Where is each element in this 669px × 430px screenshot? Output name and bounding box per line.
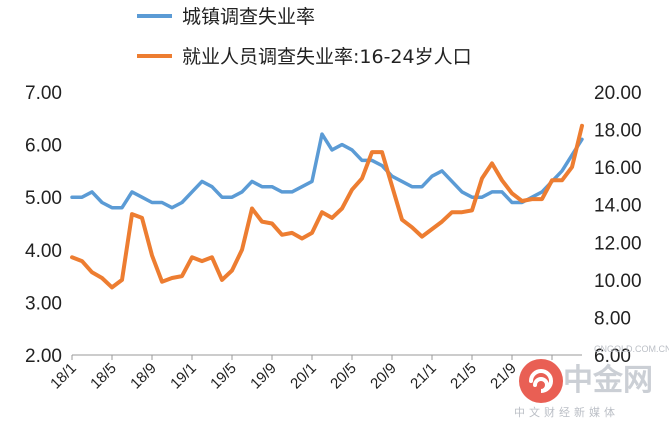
legend-label-youth: 就业人员调查失业率:16-24岁人口 <box>182 46 472 68</box>
x-tick-label: 19/5 <box>207 360 240 393</box>
left-y-tick-label: 3.00 <box>25 293 62 314</box>
legend: 城镇调查失业率 就业人员调查失业率:16-24岁人口 <box>137 6 472 68</box>
watermark-logo-icon <box>519 359 563 403</box>
x-tick-label: 19/1 <box>167 360 200 393</box>
right-y-tick-label: 12.00 <box>594 233 642 254</box>
x-tick-label: 19/9 <box>247 360 280 393</box>
x-tick-label: 20/5 <box>327 360 360 393</box>
right-y-axis: 6.00 8.00 10.00 12.00 14.00 16.00 18.00 20.00 <box>594 83 642 367</box>
legend-label-urban: 城镇调查失业率 <box>182 6 315 28</box>
right-y-tick-label: 18.00 <box>594 121 642 142</box>
watermark-domain: CNGOLD.COM.CN <box>594 344 669 354</box>
left-y-tick-label: 7.00 <box>25 83 62 104</box>
right-y-tick-label: 20.00 <box>594 83 642 104</box>
right-y-tick-label: 8.00 <box>594 308 631 329</box>
right-y-tick-label: 10.00 <box>594 271 642 292</box>
left-y-tick-label: 6.00 <box>25 136 62 157</box>
legend-item-urban: 城镇调查失业率 <box>137 6 315 28</box>
series-line-urban <box>70 132 584 210</box>
x-tick-label: 21/9 <box>487 360 520 393</box>
series-line-youth <box>70 123 584 290</box>
x-tick-label: 21/5 <box>447 360 480 393</box>
left-y-tick-label: 4.00 <box>25 241 62 262</box>
left-y-axis: 2.00 3.00 4.00 5.00 6.00 7.00 <box>25 83 62 367</box>
x-tick-label: 18/9 <box>127 360 160 393</box>
right-y-tick-label: 14.00 <box>594 196 642 217</box>
x-tick-label: 20/9 <box>367 360 400 393</box>
x-axis: 18/1 18/5 18/9 19/1 19/5 19/9 20/1 20/5 20/9 21/1… <box>47 354 582 393</box>
x-tick-label: 21/1 <box>407 360 440 393</box>
legend-item-youth: 就业人员调查失业率:16-24岁人口 <box>137 46 472 68</box>
watermark-brand: 中金网 <box>563 363 653 398</box>
left-y-tick-label: 5.00 <box>25 188 62 209</box>
series-layer <box>70 123 584 290</box>
left-y-tick-label: 2.00 <box>25 346 62 367</box>
x-tick-label: 18/5 <box>87 360 120 393</box>
right-y-tick-label: 16.00 <box>594 158 642 179</box>
watermark: 中金网 CNGOLD.COM.CN 中文财经新媒体 <box>514 344 669 419</box>
watermark-tagline: 中文财经新媒体 <box>514 405 619 419</box>
x-tick-label: 20/1 <box>287 360 320 393</box>
right-y-tick-label: 6.00 <box>594 346 631 367</box>
